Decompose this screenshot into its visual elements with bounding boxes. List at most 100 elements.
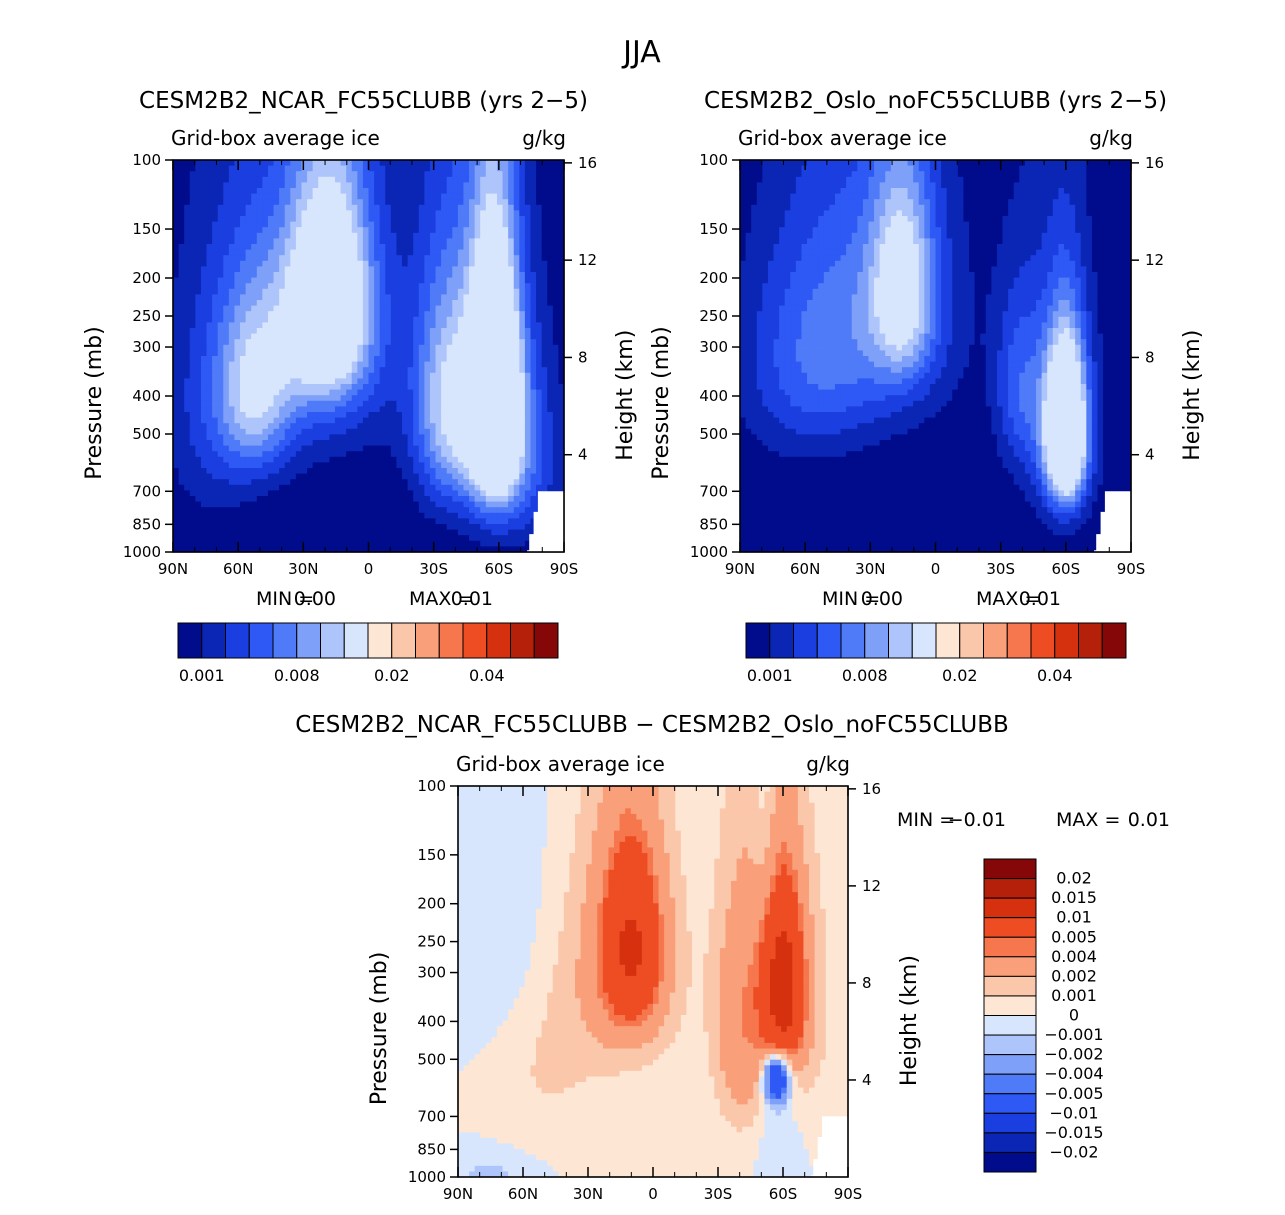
contour-cell: [418, 294, 425, 301]
contour-cell: [390, 160, 398, 167]
contour-cell: [558, 165, 565, 172]
contour-cell: [307, 400, 314, 407]
contour-cell: [496, 529, 504, 536]
y-tick-label: 850: [132, 515, 161, 533]
contour-cell: [307, 423, 314, 430]
contour-cell: [212, 272, 219, 279]
contour-cell: [206, 216, 213, 223]
contour-cell: [496, 305, 504, 312]
contour-cell: [195, 507, 202, 514]
contour-cell: [312, 456, 319, 463]
contour-cell: [351, 496, 358, 503]
contour-cell: [502, 361, 509, 368]
contour-cell: [262, 322, 269, 329]
contour-cell: [223, 266, 230, 273]
contour-cell: [323, 529, 330, 536]
contour-cell: [307, 445, 314, 452]
contour-cell: [418, 210, 425, 217]
contour-cell: [262, 176, 269, 183]
contour-cell: [480, 255, 487, 262]
contour-cell: [418, 238, 425, 245]
contour-cell: [435, 535, 442, 542]
contour-cell: [267, 462, 275, 469]
contour-cell: [357, 445, 364, 452]
contour-cell: [390, 350, 398, 357]
contour-cell: [217, 395, 224, 402]
contour-cell: [368, 473, 375, 480]
contour-cell: [346, 535, 353, 542]
contour-cell: [429, 300, 437, 307]
contour-cell: [396, 204, 403, 211]
contour-cell: [446, 367, 453, 374]
contour-cell: [379, 193, 386, 200]
contour-cell: [212, 260, 219, 267]
contour-cell: [295, 204, 303, 211]
contour-cell: [200, 507, 208, 514]
contour-cell: [480, 456, 487, 463]
contour-cell: [340, 227, 347, 234]
contour-cell: [513, 451, 520, 458]
contour-cell: [195, 434, 202, 441]
contour-cell: [284, 468, 291, 475]
contour-cell: [469, 501, 476, 508]
contour-cell: [508, 501, 515, 508]
contour-cell: [212, 417, 219, 424]
contour-cell: [351, 400, 358, 407]
contour-cell: [318, 328, 325, 335]
contour-cell: [323, 249, 330, 256]
contour-cell: [513, 389, 520, 396]
contour-cell: [469, 210, 476, 217]
contour-cell: [402, 182, 409, 189]
contour-cell: [273, 277, 280, 284]
contour-cell: [407, 361, 414, 368]
contour-cell: [234, 260, 241, 267]
contour-cell: [362, 283, 370, 290]
contour-cell: [530, 468, 537, 475]
contour-cell: [441, 277, 448, 284]
contour-cell: [457, 227, 465, 234]
contour-cell: [452, 484, 459, 491]
contour-cell: [524, 440, 532, 447]
contour-cell: [536, 378, 543, 385]
contour-cell: [357, 367, 364, 374]
contour-cell: [407, 232, 414, 239]
contour-cell: [485, 372, 492, 379]
contour-cell: [368, 210, 375, 217]
contour-cell: [491, 272, 498, 279]
contour-cell: [307, 479, 314, 486]
contour-cell: [178, 356, 185, 363]
contour-cell: [452, 356, 459, 363]
contour-cell: [402, 512, 409, 519]
contour-cell: [279, 328, 286, 335]
contour-cell: [480, 490, 487, 497]
contour-cell: [340, 210, 347, 217]
contour-cell: [307, 372, 314, 379]
contour-cell: [519, 171, 526, 178]
contour-cell: [228, 311, 236, 318]
contour-cell: [413, 182, 420, 189]
contour-cell: [463, 479, 470, 486]
contour-cell: [357, 361, 364, 368]
contour-cell: [374, 249, 381, 256]
contour-cell: [524, 210, 532, 217]
contour-cell: [184, 395, 191, 402]
contour-cell: [463, 512, 470, 519]
contour-cell: [256, 378, 263, 385]
contour-cell: [547, 249, 554, 256]
contour-cell: [390, 283, 398, 290]
contour-cell: [429, 501, 437, 508]
contour-cell: [552, 266, 560, 273]
contour-cell: [524, 176, 532, 183]
contour-cell: [513, 232, 520, 239]
colorbar-swatch: [367, 622, 393, 659]
contour-cell: [267, 344, 275, 351]
contour-cell: [362, 188, 370, 195]
contour-cell: [390, 305, 398, 312]
contour-cell: [212, 193, 219, 200]
contour-cell: [374, 535, 381, 542]
contour-cell: [178, 428, 185, 435]
contour-cell: [206, 518, 213, 525]
contour-cell: [206, 300, 213, 307]
contour-cell: [469, 294, 476, 301]
contour-cell: [301, 372, 308, 379]
